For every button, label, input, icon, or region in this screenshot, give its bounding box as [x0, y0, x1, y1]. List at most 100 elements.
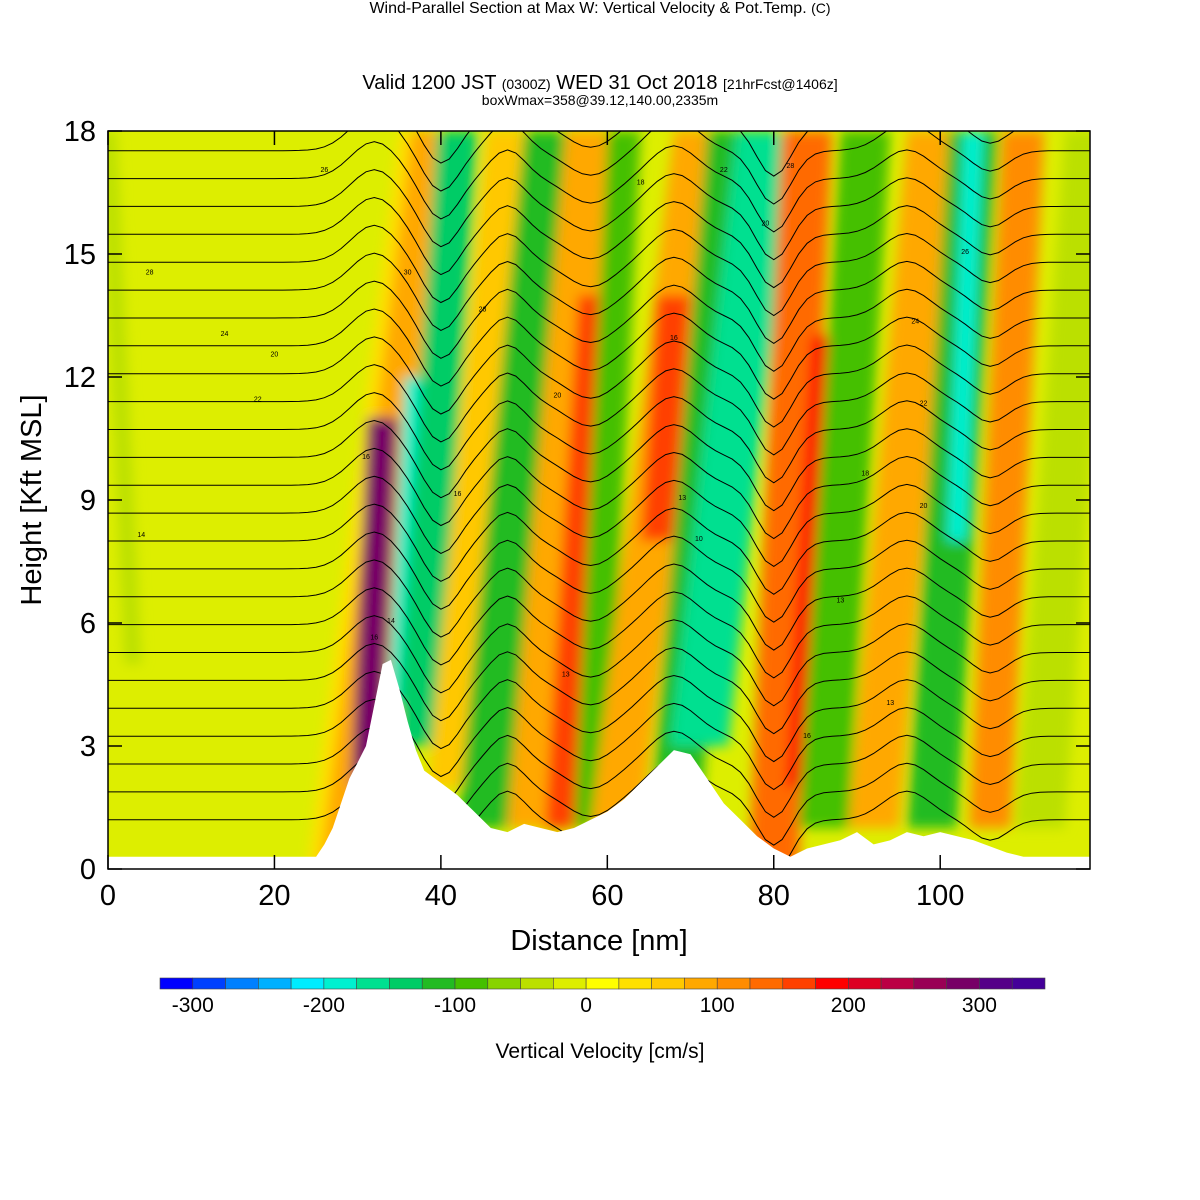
- isentrope-line: [108, 475, 1090, 568]
- contour-label: 13: [562, 671, 570, 678]
- colorbar-swatch: [159, 977, 194, 990]
- isentrope-line: [108, 196, 1090, 289]
- x-tick-label: 0: [100, 880, 116, 912]
- isentrope-line: [108, 419, 1090, 512]
- velocity-band: [969, 131, 1045, 828]
- colorbar-swatch: [323, 977, 357, 990]
- colorbar-swatch: [290, 977, 325, 990]
- colorbar-swatch: [749, 977, 784, 990]
- colorbar: -300 -200 -100 0 100 200 300: [159, 977, 1046, 1017]
- contour-label: 28: [146, 270, 154, 277]
- contour-label: 30: [404, 270, 412, 277]
- contour-label: 13: [678, 495, 686, 502]
- x-axis-label: Distance [nm]: [510, 925, 687, 957]
- contour-label: 22: [720, 167, 728, 174]
- contour-label: 20: [553, 393, 561, 400]
- isentrope-line: [108, 364, 1090, 456]
- isentrope-line: [108, 726, 1090, 818]
- colorbar-swatch: [1011, 977, 1046, 990]
- isentrope-line: [108, 141, 1090, 233]
- subtitle-date: WED 31 Oct 2018: [556, 72, 718, 94]
- contour-label: 28: [479, 306, 487, 313]
- chart-info-line: boxWmax=358@39.12,140.00,2335m: [481, 92, 719, 108]
- terrain-mask: [108, 659, 1090, 869]
- y-tick-label: 18: [64, 116, 96, 148]
- contour-label: 20: [920, 503, 928, 510]
- velocity-band: [428, 131, 529, 787]
- colorbar-swatch: [225, 977, 259, 990]
- colorbar-label: Vertical Velocity [cm/s]: [496, 1040, 705, 1063]
- contour-label: 20: [271, 352, 279, 359]
- colorbar-swatch: [520, 977, 554, 990]
- velocity-band: [108, 131, 142, 664]
- isentrope-line: [108, 447, 1090, 540]
- x-tick-label: 80: [758, 880, 790, 912]
- isentrope-line: [108, 559, 1090, 651]
- contour-label: 18: [861, 470, 869, 477]
- contour-label: 24: [911, 319, 919, 326]
- isentrope-line: [108, 503, 1090, 595]
- x-tick-label: 40: [425, 880, 457, 912]
- colorbar-tick-label: 100: [700, 994, 735, 1017]
- isentrope-line: [108, 224, 1090, 317]
- colorbar-swatch: [618, 977, 652, 990]
- contour-label: 16: [803, 733, 811, 740]
- isentrope-line: [108, 587, 1090, 679]
- chart-subtitle: Valid 1200 JST (0300Z) WED 31 Oct 2018 […: [362, 72, 838, 94]
- y-axis-label: Height [Kft MSL]: [16, 394, 48, 605]
- isentrope-line: [108, 754, 1090, 846]
- colorbar-swatch: [356, 977, 390, 990]
- isentrope-line: [108, 280, 1090, 372]
- y-tick-label: 9: [80, 485, 96, 517]
- colorbar-tick-label: 0: [580, 994, 592, 1017]
- colorbar-swatch: [815, 977, 849, 990]
- contour-label: 13: [886, 700, 894, 707]
- isentrope-line: [415, 131, 1015, 177]
- contour-label: 16: [670, 335, 678, 342]
- colorbar-tick-label: -200: [303, 994, 345, 1017]
- isentrope-line: [108, 670, 1090, 763]
- isentrope-line: [108, 336, 1090, 428]
- contour-label: 24: [221, 331, 229, 338]
- x-tick-label: 100: [916, 880, 964, 912]
- copyright-mark: (C): [811, 0, 831, 16]
- colorbar-swatch: [651, 977, 685, 990]
- colorbar-tick-label: 300: [962, 994, 997, 1017]
- colorbar-swatch: [913, 977, 947, 990]
- colorbar-swatch: [454, 977, 489, 990]
- colorbar-swatch: [979, 977, 1013, 990]
- colorbar-swatch: [782, 977, 816, 990]
- contour-label: 14: [137, 532, 145, 539]
- subtitle-forecast: [21hrFcst@1406z]: [723, 76, 838, 92]
- isentrope-line: [108, 642, 1090, 735]
- y-tick-label: 3: [80, 731, 96, 763]
- velocity-band: [574, 131, 641, 828]
- y-tick-label: 12: [64, 362, 96, 394]
- velocity-band: [395, 131, 479, 746]
- colorbar-swatch: [258, 977, 292, 990]
- isentrope-line: [108, 698, 1090, 791]
- subtitle-utc: (0300Z): [501, 76, 551, 92]
- colorbar-swatch: [389, 977, 423, 990]
- colorbar-swatch: [684, 977, 718, 990]
- contour-label: 16: [362, 454, 370, 461]
- contour-label: 26: [320, 167, 328, 174]
- colorbar-swatch: [553, 977, 587, 990]
- colorbar-tick-label: -300: [172, 994, 214, 1017]
- x-tick-label: 60: [591, 880, 623, 912]
- colorbar-swatch: [848, 977, 882, 990]
- colorbar-swatch: [946, 977, 980, 990]
- colorbar-swatch: [585, 977, 620, 990]
- contour-label: 22: [254, 397, 262, 404]
- velocity-band: [748, 131, 833, 869]
- contour-label: 16: [370, 634, 378, 641]
- isentrope-line: [108, 169, 1090, 261]
- isentrope-line: [108, 392, 1090, 484]
- y-tick-label: 6: [80, 608, 96, 640]
- contour-label: 14: [387, 618, 395, 625]
- colorbar-swatch: [421, 977, 456, 990]
- y-tick-label: 0: [80, 854, 96, 886]
- colorbar-swatch: [716, 977, 751, 990]
- isentrope-line: [108, 531, 1090, 623]
